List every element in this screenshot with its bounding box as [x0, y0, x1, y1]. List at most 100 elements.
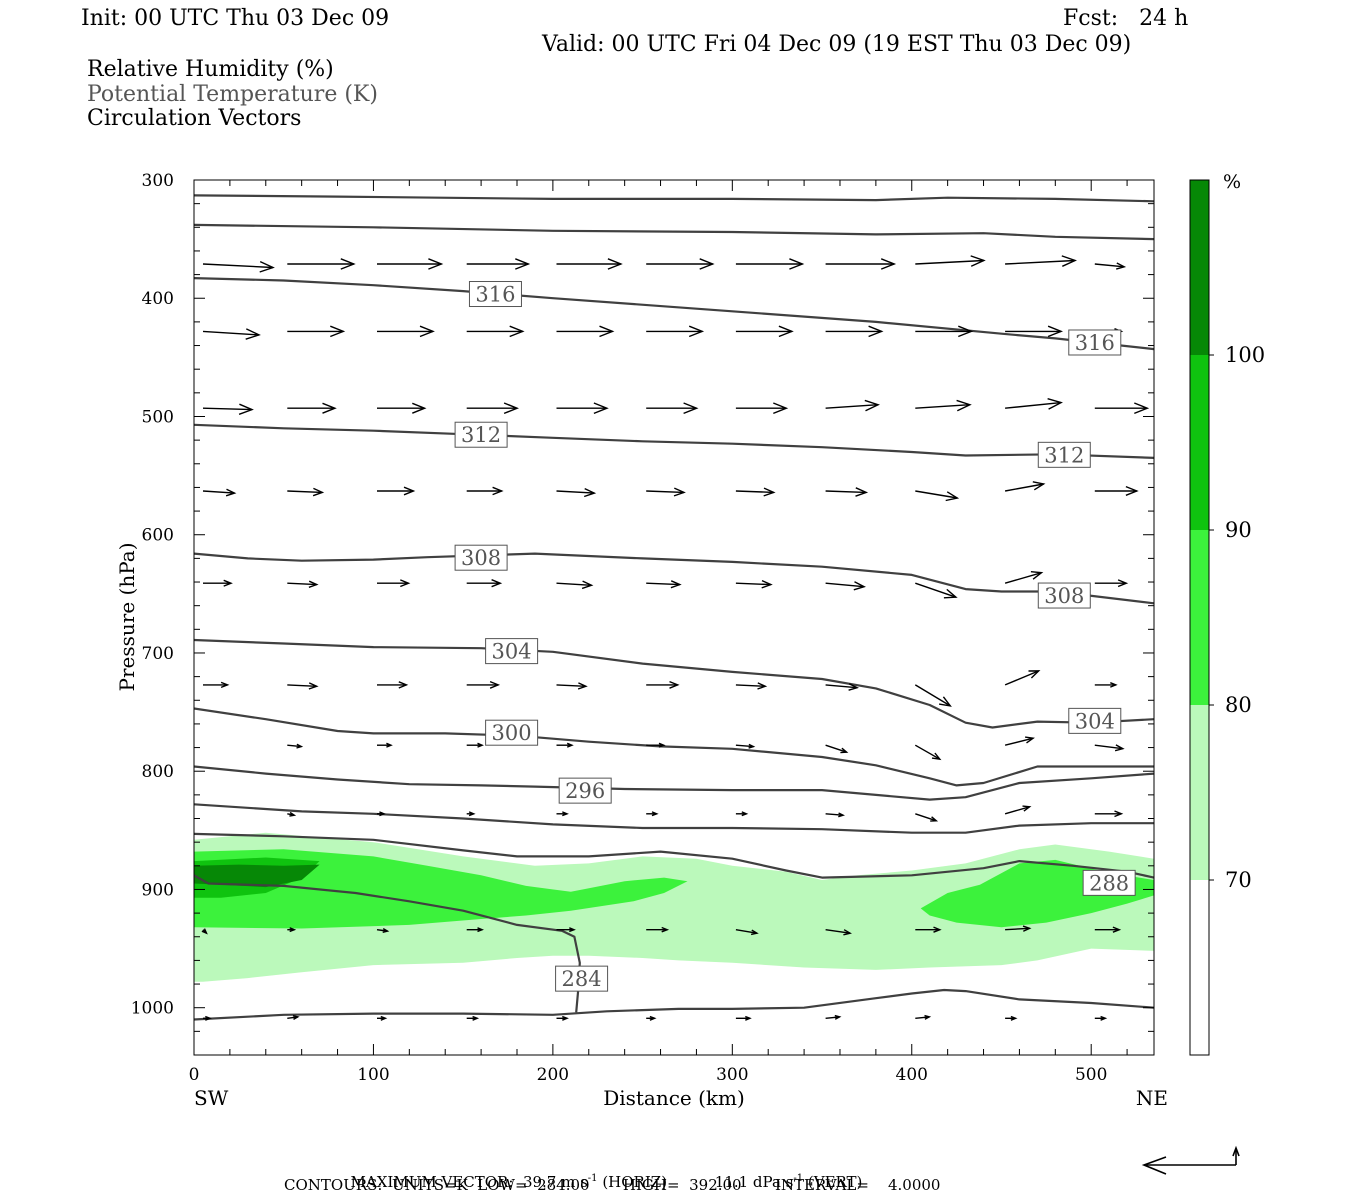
contour-label-316-0: 316: [468, 281, 522, 308]
circulation-vector: [1094, 926, 1122, 933]
circulation-vector: [287, 402, 337, 414]
field-rh-label: Relative Humidity (%): [87, 57, 334, 82]
circulation-vector: [287, 811, 297, 817]
max-vector-label: MAXIMUM VECTOR:: [350, 1173, 514, 1191]
colorbar-band-100: [1190, 180, 1209, 355]
contour-label-288-10: 288: [1082, 869, 1136, 896]
contour-label-308-5: 308: [1037, 582, 1091, 609]
circulation-vector: [825, 258, 897, 270]
contour-label-312-2: 312: [454, 421, 508, 448]
circulation-vector: [1005, 398, 1063, 410]
svg-text:312: 312: [1044, 443, 1084, 467]
theta-contours: [194, 194, 1154, 1021]
circulation-vector: [914, 744, 942, 761]
theta-contour-280: [194, 988, 1154, 1021]
circulation-vector: [915, 813, 939, 822]
vert-max-value: 11.1 dPa s: [714, 1173, 794, 1191]
circulation-vector: [287, 325, 346, 338]
circulation-vector: [825, 325, 884, 338]
circulation-vector: [1004, 481, 1046, 492]
theta-contour-288: [194, 832, 1154, 879]
contour-label-304-6: 304: [485, 638, 539, 665]
circulation-vector: [1094, 810, 1124, 818]
rh-region-100-4: [194, 864, 320, 888]
vert-unit: (VERT): [807, 1173, 863, 1191]
circulation-vector: [1094, 682, 1118, 688]
horiz-exponent: -1: [587, 1173, 598, 1184]
circulation-vector: [646, 926, 670, 933]
circulation-vector: [377, 258, 444, 270]
circulation-vector: [287, 1015, 300, 1021]
svg-text:316: 316: [475, 283, 515, 307]
circulation-vector: [735, 811, 749, 817]
circulation-vector: [556, 811, 569, 817]
circulation-vector: [287, 580, 319, 588]
init-time: Init: 00 UTC Thu 03 Dec 09: [81, 6, 390, 31]
contour-label-316-1: 316: [1068, 329, 1122, 356]
circulation-vector: [203, 1015, 212, 1021]
circulation-vector: [377, 742, 393, 748]
contour-label-304-7: 304: [1068, 707, 1122, 734]
circulation-vector: [377, 402, 427, 414]
circulation-vector: [466, 486, 504, 496]
svg-text:312: 312: [461, 423, 501, 447]
circulation-vector: [825, 812, 845, 818]
circulation-vector: [466, 927, 484, 933]
circulation-vector: [466, 579, 503, 588]
svg-text:300: 300: [492, 721, 532, 745]
field-theta-label: Potential Temperature (K): [87, 82, 378, 107]
contour-label-296-9: 296: [558, 777, 612, 804]
plot-frame: [193, 179, 1155, 1056]
contour-label-284-11: 284: [555, 965, 609, 992]
circulation-vector: [1005, 255, 1077, 267]
theta-contour-316: [194, 277, 1154, 351]
circulation-vector: [735, 402, 789, 415]
svg-text:308: 308: [1044, 584, 1084, 608]
circulation-vector: [915, 926, 942, 933]
x-tick-label: 300: [716, 1065, 748, 1085]
circulation-vector: [376, 927, 390, 933]
circulation-vector: [466, 402, 519, 415]
circulation-vector: [377, 681, 409, 689]
circulation-vector: [201, 928, 208, 935]
circulation-vector: [646, 325, 705, 338]
circulation-vector: [466, 258, 531, 270]
x-left-direction: SW: [194, 1086, 229, 1110]
theta-contour-300: [194, 707, 1154, 787]
x-tick-label: 400: [896, 1065, 928, 1085]
circulation-vector: [377, 325, 435, 338]
circulation-vector: [735, 743, 756, 749]
y-tick-label: 500: [142, 407, 174, 427]
circulation-vector: [377, 486, 416, 496]
colorbar-band-70: [1190, 705, 1209, 880]
svg-text:308: 308: [461, 546, 501, 570]
theta-contour-308: [194, 552, 1154, 605]
rh-region-80-1: [194, 849, 688, 929]
circulation-vector: [646, 811, 659, 817]
y-tick-label: 600: [142, 526, 174, 546]
circulation-vector: [556, 742, 574, 748]
max-vector-line: MAXIMUM VECTOR: 39.7 m s-1 (HORIZ) 11.1 …: [341, 1159, 863, 1191]
horiz-unit: (HORIZ): [602, 1173, 668, 1191]
circulation-vector: [735, 1015, 752, 1021]
colorbar-level-label: 70: [1225, 868, 1252, 892]
circulation-vector: [825, 929, 852, 936]
circulation-vector: [1094, 579, 1129, 588]
svg-text:316: 316: [1075, 331, 1115, 355]
circulation-vector: [915, 582, 958, 599]
circulation-vector: [203, 579, 233, 587]
theta-contour-312: [194, 423, 1154, 459]
circulation-vector: [377, 811, 386, 817]
x-tick-label: 500: [1075, 1065, 1107, 1085]
theta-contour-320: [194, 223, 1154, 241]
circulation-vector: [556, 325, 615, 338]
x-axis-title: Distance (km): [603, 1086, 745, 1110]
circulation-vector: [1005, 925, 1032, 932]
circulation-vector: [1005, 1015, 1018, 1021]
circulation-vector: [915, 325, 974, 338]
circulation-vector: [466, 680, 501, 689]
circulation-vector: [203, 681, 230, 689]
colorbar-level-label: 100: [1225, 343, 1265, 367]
circulation-vector: [915, 490, 960, 502]
circulation-vector: [1004, 571, 1044, 584]
